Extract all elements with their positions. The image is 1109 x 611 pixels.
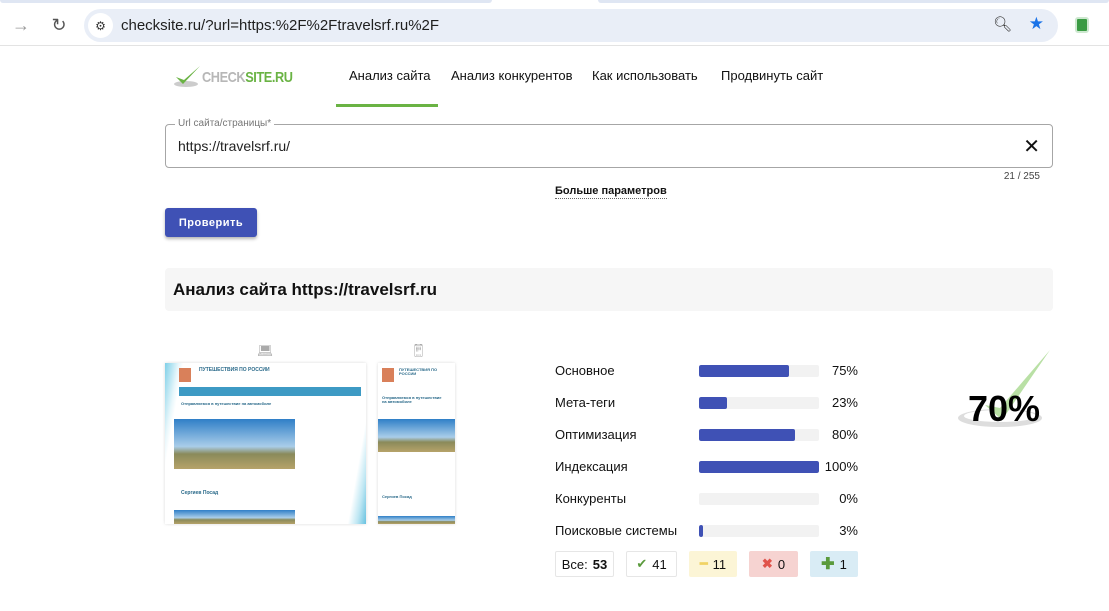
url-input-value[interactable]: https://travelsrf.ru/ xyxy=(178,138,291,154)
url-input-label: Url сайта/страницы* xyxy=(175,118,275,129)
nav-site-analysis[interactable]: Анализ сайта xyxy=(349,68,431,83)
preview-post2-title: Сергиев Посад xyxy=(181,490,219,496)
mobile-preview[interactable]: ПУТЕШЕСТВИЯ ПО РОССИИ Отправляемся в пут… xyxy=(378,363,455,524)
category-progress xyxy=(699,493,819,505)
nav-promote-site[interactable]: Продвинуть сайт xyxy=(721,68,824,83)
category-label: Мета-теги xyxy=(555,395,616,410)
category-label: Конкуренты xyxy=(555,491,627,506)
mobile-icon[interactable]: 📱︎ xyxy=(410,343,427,358)
passed-count: 41 xyxy=(652,556,667,572)
minus-icon: ━ xyxy=(699,556,708,571)
preview-image2 xyxy=(174,510,295,524)
warnings-badge[interactable]: ━ 11 xyxy=(689,551,737,577)
score-value: 70% xyxy=(968,388,1041,429)
category-percent: 80% xyxy=(831,427,858,442)
warnings-count: 11 xyxy=(712,556,727,572)
category-percent: 3% xyxy=(839,523,858,538)
check-button[interactable]: Проверить xyxy=(165,208,257,237)
desktop-preview[interactable]: ПУТЕШЕСТВИЯ ПО РОССИИ Отправляемся в пут… xyxy=(165,363,366,524)
address-url[interactable]: checksite.ru/?url=https:%2F%2Ftravelsrf.… xyxy=(121,17,440,34)
category-progress xyxy=(699,525,819,537)
preview-site-title: ПУТЕШЕСТВИЯ ПО РОССИИ xyxy=(399,367,438,377)
total-badge[interactable]: Все: 53 xyxy=(555,551,614,577)
nav-how-to-use[interactable]: Как использовать xyxy=(592,68,698,83)
preview-post-title: Отправляемся в путешествие на автомобиле xyxy=(382,395,442,405)
errors-badge[interactable]: ✖ 0 xyxy=(749,551,798,577)
result-title: Анализ сайта https://travelsrf.ru xyxy=(173,280,437,299)
category-percent: 0% xyxy=(839,491,858,506)
category-progress xyxy=(699,365,819,377)
category-progress-fill xyxy=(699,429,795,441)
category-progress xyxy=(699,397,819,409)
logo[interactable]: CHECKSITE.RU xyxy=(172,64,293,90)
clear-icon[interactable]: ✕ xyxy=(1023,136,1040,158)
category-label: Индексация xyxy=(555,459,628,474)
total-label: Все: xyxy=(561,556,588,572)
address-bar[interactable]: ⚙ checksite.ru/?url=https:%2F%2Ftravelsr… xyxy=(84,9,1058,42)
logo-text: CHECKSITE.RU xyxy=(202,69,293,86)
preview-image xyxy=(378,419,455,452)
logo-check-icon xyxy=(174,66,200,87)
preview-nav xyxy=(179,387,361,396)
char-counter: 21 / 255 xyxy=(1003,171,1040,182)
tab-strip xyxy=(0,0,1109,4)
total-count: 53 xyxy=(592,556,608,572)
category-percent: 75% xyxy=(831,363,858,378)
score-check-icon xyxy=(958,350,1050,427)
category-progress-fill xyxy=(699,397,727,409)
extra-count: 1 xyxy=(839,556,847,572)
preview-site-title: ПУТЕШЕСТВИЯ ПО РОССИИ xyxy=(199,367,270,373)
preview-site-logo xyxy=(382,368,394,382)
passed-badge[interactable]: ✔ 41 xyxy=(626,551,677,577)
preview-post-title: Отправляемся в путешествие на автомобиле xyxy=(181,401,272,406)
back-arrow-icon[interactable]: → xyxy=(12,14,30,35)
preview-post2-title: Сергиев Посад xyxy=(382,494,412,499)
preview-site-logo xyxy=(179,368,191,382)
category-percent: 100% xyxy=(824,459,858,474)
category-label: Оптимизация xyxy=(555,427,637,442)
browser-toolbar: → ↻ ⚙ checksite.ru/?url=https:%2F%2Ftrav… xyxy=(0,0,1109,46)
active-tab-indicator xyxy=(336,104,438,107)
preview-image xyxy=(174,419,295,469)
score-badge: 70% xyxy=(940,350,1055,435)
category-percent: 23% xyxy=(831,395,858,410)
extra-badge[interactable]: ✚ 1 xyxy=(810,551,858,577)
cross-icon: ✖ xyxy=(761,556,773,571)
category-label: Основное xyxy=(555,363,615,378)
preview-image2 xyxy=(378,516,455,524)
category-progress xyxy=(699,461,819,473)
more-options-link[interactable]: Больше параметров xyxy=(555,185,667,199)
plus-icon: ✚ xyxy=(821,556,835,573)
nav-competitor-analysis[interactable]: Анализ конкурентов xyxy=(451,68,573,83)
reload-icon[interactable]: ↻ xyxy=(51,14,67,35)
url-input[interactable]: Url сайта/страницы* https://travelsrf.ru… xyxy=(165,118,1053,168)
zoom-icon[interactable]: 🔍︎ xyxy=(992,16,1012,33)
check-icon: ✔ xyxy=(636,556,648,571)
result-header: Анализ сайта https://travelsrf.ru xyxy=(165,268,1053,311)
category-progress xyxy=(699,429,819,441)
extension-icon[interactable] xyxy=(1075,17,1089,33)
category-progress-fill xyxy=(699,525,703,537)
category-progress-fill xyxy=(699,461,819,473)
category-label: Поисковые системы xyxy=(555,523,678,538)
site-info-icon[interactable]: ⚙ xyxy=(88,13,113,38)
category-progress-fill xyxy=(699,365,789,377)
laptop-icon[interactable]: 💻︎ xyxy=(257,343,274,358)
errors-count: 0 xyxy=(777,556,786,572)
bookmark-star-icon[interactable]: ★ xyxy=(1028,14,1044,33)
